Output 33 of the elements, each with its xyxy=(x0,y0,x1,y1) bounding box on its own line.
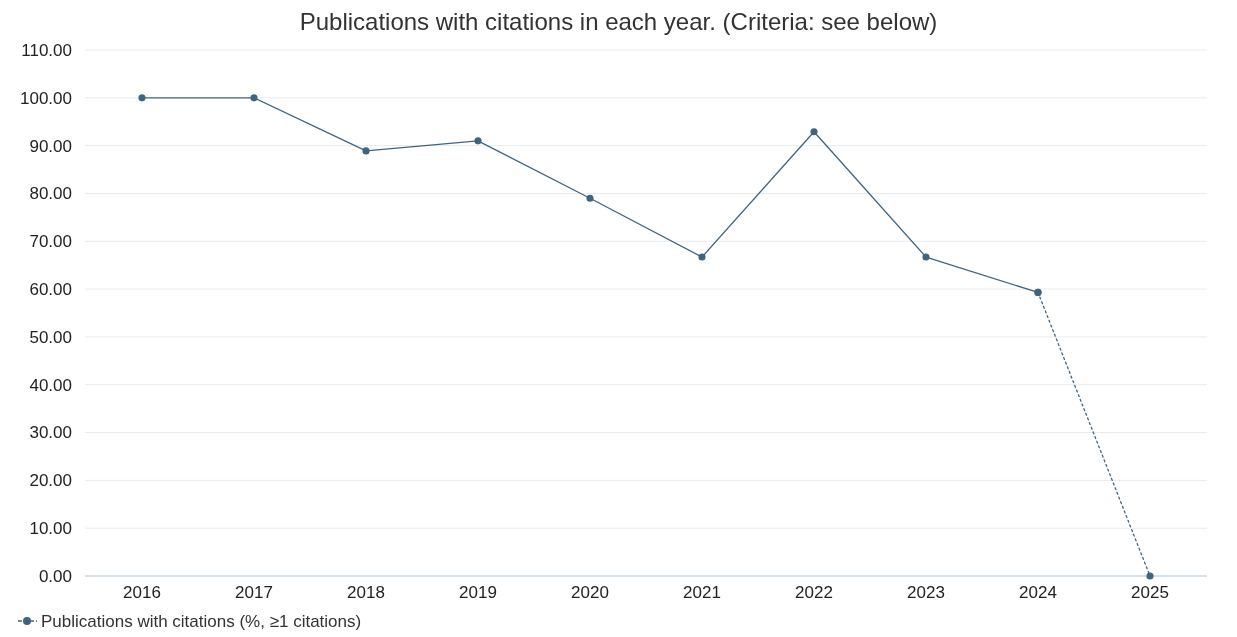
x-tick-label: 2020 xyxy=(571,583,609,602)
x-tick-label: 2019 xyxy=(459,583,497,602)
y-tick-label: 50.00 xyxy=(29,327,72,347)
x-tick-label: 2016 xyxy=(123,583,161,602)
x-tick-label: 2022 xyxy=(795,583,833,602)
point xyxy=(1146,572,1154,580)
y-tick-label: 0.00 xyxy=(38,566,72,586)
chart-title: Publications with citations in each year. (Criteria: see below) xyxy=(299,8,938,35)
x-tick-label: 2023 xyxy=(907,583,945,602)
y-tick-label: 20.00 xyxy=(29,471,72,491)
x-tick-label: 2024 xyxy=(1019,583,1057,602)
point xyxy=(922,253,930,261)
x-tick-label: 2021 xyxy=(683,583,721,602)
x-tick-label: 2025 xyxy=(1131,583,1169,602)
point xyxy=(474,137,482,145)
y-tick-label: 80.00 xyxy=(29,184,72,204)
y-tick-label: 40.00 xyxy=(29,375,72,395)
y-tick-label: 70.00 xyxy=(29,232,72,252)
y-tick-label: 100.00 xyxy=(20,88,72,108)
y-tick-label: 110.00 xyxy=(21,40,72,60)
point xyxy=(586,194,594,202)
point xyxy=(698,253,706,261)
y-tick-label: 60.00 xyxy=(29,280,72,300)
point xyxy=(138,94,146,102)
point xyxy=(810,128,818,136)
x-tick-label: 2018 xyxy=(347,583,385,602)
x-tick-label: 2017 xyxy=(235,583,273,602)
y-tick-label: 10.00 xyxy=(29,519,72,539)
point xyxy=(362,147,370,155)
legend-label: Publications with citations (%, ≥1 citations) xyxy=(41,612,362,631)
y-tick-label: 90.00 xyxy=(29,136,72,156)
y-tick-label: 30.00 xyxy=(29,423,72,443)
point xyxy=(250,94,258,102)
